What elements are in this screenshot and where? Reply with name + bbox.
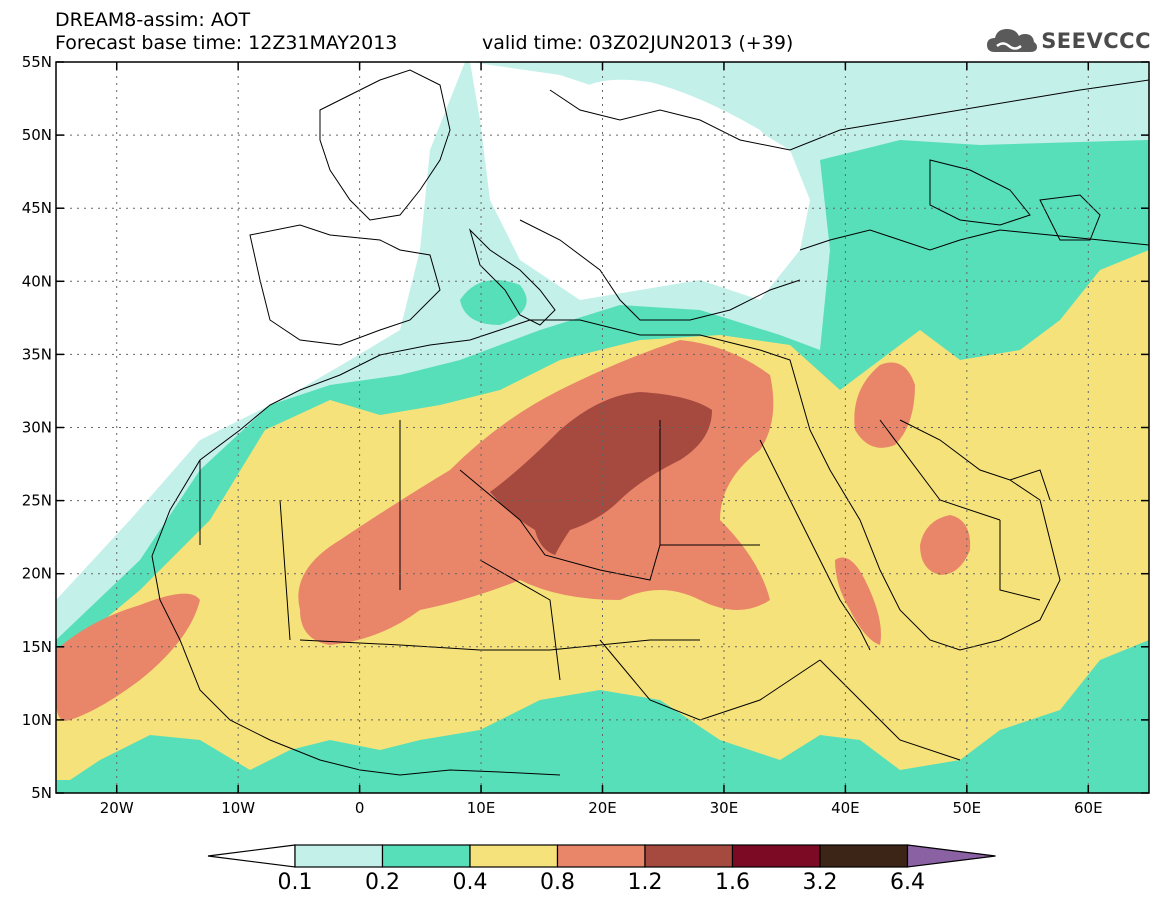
aot-colorbar: 0.1 0.2 0.4 0.8 1.2 1.6 3.2 6.4: [207, 844, 996, 895]
aot-band-0.2-italy: [460, 280, 527, 325]
aot-band-1.2: [490, 392, 712, 555]
lat-tick-label: 35N: [22, 345, 52, 363]
lat-tick-label: 40N: [22, 272, 52, 290]
lat-tick-label: 50N: [22, 126, 52, 144]
colorbar-label: 1.2: [628, 870, 663, 895]
colorbar-swatch: [644, 844, 734, 868]
lon-tick-label: 20E: [588, 799, 617, 817]
lon-tick-label: 10E: [467, 799, 496, 817]
colorbar-swatch: [556, 844, 646, 868]
colorbar-arrow-low: [207, 844, 296, 868]
logo-text: SEEVCCC: [1041, 29, 1151, 53]
lon-tick-label: 30E: [710, 799, 739, 817]
colorbar-label: 0.1: [278, 870, 313, 895]
colorbar-label: 3.2: [803, 870, 838, 895]
seevccc-logo: SEEVCCC: [985, 24, 1151, 58]
lat-tick-label: 55N: [22, 53, 52, 71]
lat-tick-label: 25N: [22, 492, 52, 510]
lat-tick-label: 30N: [22, 419, 52, 437]
colorbar-swatch: [294, 844, 384, 868]
colorbar-label: 0.2: [365, 870, 400, 895]
lon-tick-label: 0: [355, 799, 365, 817]
colorbar-swatch: [381, 844, 471, 868]
colorbar-arrow-high: [906, 844, 996, 868]
lon-tick-label: 40E: [831, 799, 860, 817]
aot-band-0.8-redsea: [835, 557, 881, 645]
axis-ticks: 20W 10W 0 10E 20E 30E 40E 50E 60E 55N 50N 45N 40N 35N…: [22, 53, 1149, 817]
aot-band-0.8-arabia-c: [920, 515, 971, 575]
colorbar-label: 6.4: [890, 870, 925, 895]
colorbar-label: 0.4: [453, 870, 488, 895]
valid-time: valid time: 03Z02JUN2013 (+39): [482, 32, 794, 54]
lon-tick-label: 10W: [221, 799, 255, 817]
lon-tick-label: 20W: [100, 799, 134, 817]
forecast-base-time: Forecast base time: 12Z31MAY2013: [55, 32, 398, 54]
lat-tick-label: 45N: [22, 199, 52, 217]
colorbar-swatch: [731, 844, 821, 868]
lat-tick-label: 20N: [22, 565, 52, 583]
cloud-logo-icon: [987, 29, 1038, 52]
lon-tick-label: 50E: [953, 799, 982, 817]
aot-clear-east: [580, 79, 778, 170]
product-title: DREAM8-assim: AOT: [55, 9, 251, 31]
colorbar-label: 1.6: [715, 870, 750, 895]
colorbar-swatch: [819, 844, 909, 868]
aot-band-0.8-west: [56, 593, 200, 721]
lat-tick-label: 5N: [31, 784, 52, 802]
aot-band-0.8-arabia-n: [854, 362, 915, 448]
lat-tick-label: 15N: [22, 638, 52, 656]
colorbar-swatch: [469, 844, 559, 868]
colorbar-label: 0.8: [540, 870, 575, 895]
lat-tick-label: 10N: [22, 711, 52, 729]
lon-tick-label: 60E: [1074, 799, 1103, 817]
